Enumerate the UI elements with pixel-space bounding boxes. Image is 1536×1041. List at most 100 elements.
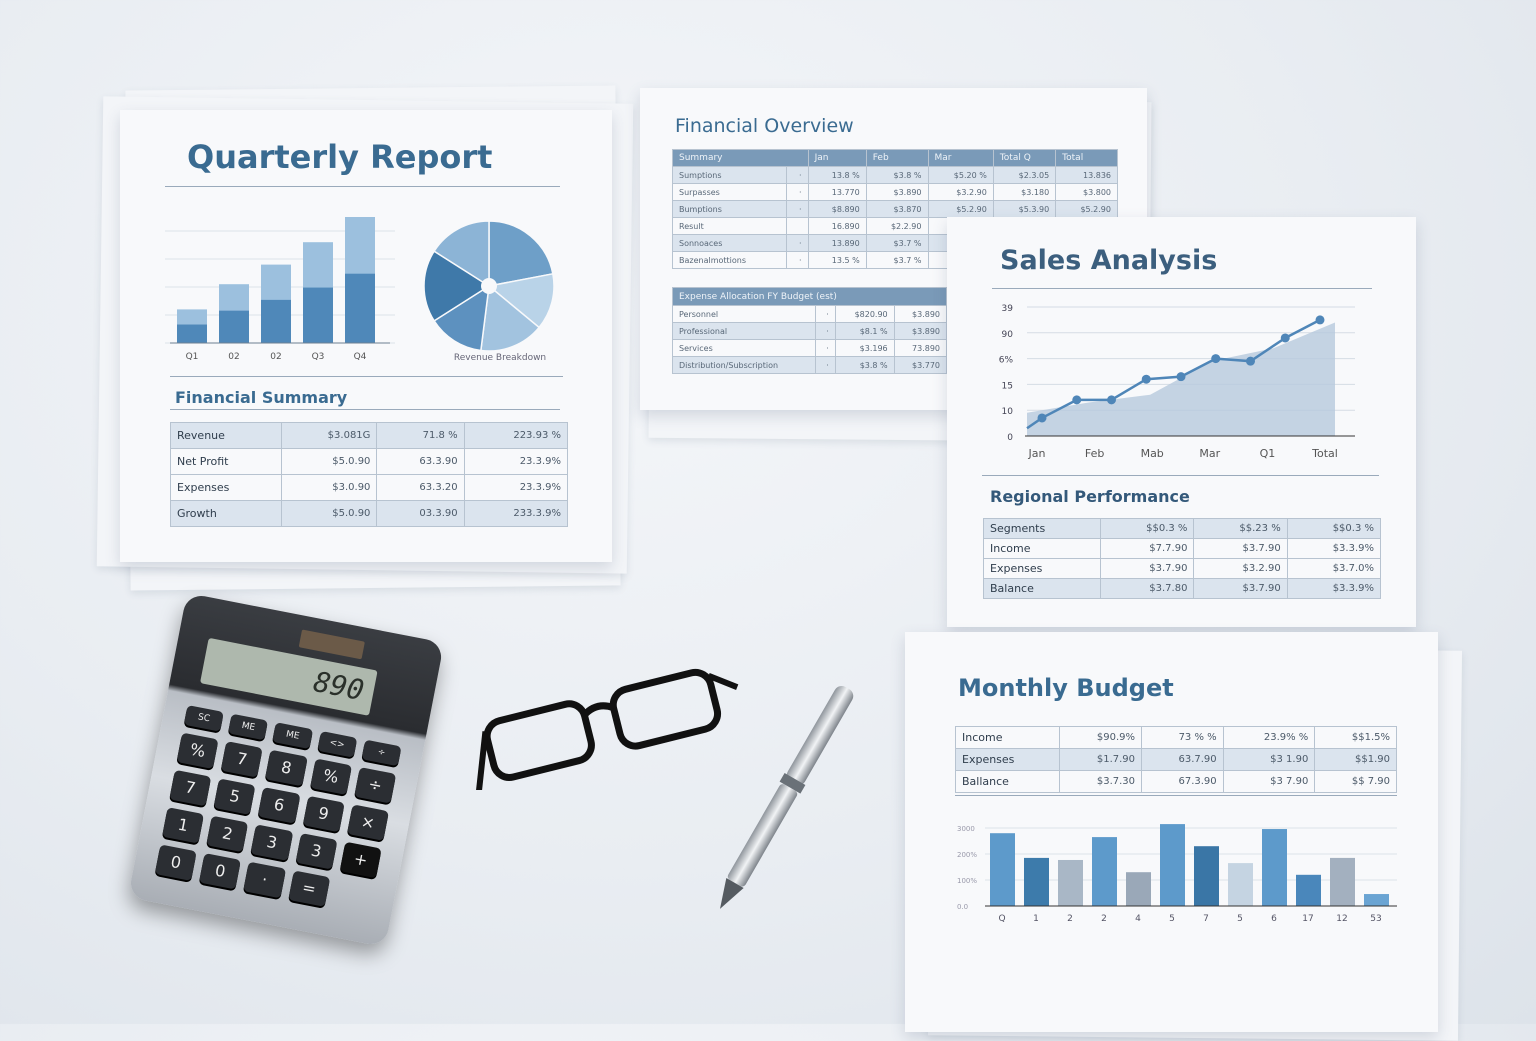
table-cell: $5.0.90 xyxy=(281,500,378,527)
table-cell: · xyxy=(815,339,836,357)
pie-slice xyxy=(487,272,555,329)
calculator-key[interactable]: 1 xyxy=(162,807,205,844)
table-cell: · xyxy=(815,356,836,374)
column-header: Total Q xyxy=(992,149,1057,167)
page-title: Quarterly Report xyxy=(187,138,493,176)
calculator-key[interactable]: 6 xyxy=(258,787,301,824)
table-cell: 23.9% % xyxy=(1222,726,1316,749)
y-tick-label: 100% xyxy=(957,877,977,885)
table-cell: $3.7.90 xyxy=(1193,538,1288,559)
column-header: Feb xyxy=(865,149,929,167)
table-row: Ballance $3.7.30 67.3.90 $3 7.90 $$ 7.90 xyxy=(954,770,1397,793)
table-cell: Distribution/Subscription xyxy=(671,356,817,374)
expense-table: Expense Allocation FY Budget (est) Person… xyxy=(671,287,948,374)
y-tick-label: 39 xyxy=(1002,304,1014,314)
quarterly-report-paper: Quarterly Report Q1 02 02 Q3 Q4 Revenue Brea… xyxy=(120,110,612,562)
table-cell: $3.7 % xyxy=(865,234,929,252)
table-cell: 13.836 xyxy=(1055,166,1118,184)
table-cell: Professional xyxy=(671,322,817,340)
x-tick-label: 4 xyxy=(1135,914,1141,924)
calculator-key[interactable]: 3 xyxy=(250,824,293,861)
calculator-key[interactable]: % xyxy=(176,732,219,770)
bar xyxy=(1262,829,1287,906)
table-cell: 73.890 xyxy=(893,339,948,357)
section-title: Regional Performance xyxy=(990,487,1190,506)
table-cell: $$0.3 % xyxy=(1286,518,1382,539)
table-cell: Income xyxy=(982,538,1102,559)
calculator-key[interactable]: 0 xyxy=(154,844,197,881)
table-cell: $3.2.90 xyxy=(1193,558,1288,579)
table-cell: 13.890 xyxy=(807,234,867,252)
x-tick-label: 53 xyxy=(1370,914,1381,924)
calculator-key[interactable]: ÷ xyxy=(353,767,397,804)
calculator-key[interactable]: × xyxy=(346,804,389,841)
table-cell: Bazenalmottions xyxy=(672,251,787,269)
table-row: Balance $3.7.80 $3.7.90 $3.3.9% xyxy=(982,578,1382,599)
x-tick-label: 5 xyxy=(1169,914,1175,924)
bar-segment xyxy=(177,324,207,343)
calculator-key[interactable]: + xyxy=(339,841,382,879)
data-point xyxy=(1176,372,1186,382)
table-cell: $3.0.90 xyxy=(281,474,378,501)
quarterly-bar-chart: Q1 02 02 Q3 Q4 xyxy=(165,217,395,362)
table-cell: $5.20 % xyxy=(927,166,994,184)
table-cell: $8.1 % xyxy=(834,322,895,340)
pie-slice xyxy=(480,284,541,352)
x-tick-label: 6 xyxy=(1271,914,1277,924)
table-cell: 23.3.9% xyxy=(463,448,569,475)
calculator-key[interactable]: 2 xyxy=(206,815,249,853)
calculator-key[interactable]: 8 xyxy=(265,749,308,787)
table-cell: 13.8 % xyxy=(807,166,867,184)
bar-segment xyxy=(261,299,291,343)
table-cell: Sonnoaces xyxy=(672,234,787,252)
data-point xyxy=(1280,333,1290,343)
table-cell: $$0.3 % xyxy=(1100,518,1195,539)
table-cell: · xyxy=(785,234,809,252)
table-cell: $3.890 xyxy=(893,322,948,340)
bar-segment xyxy=(219,310,249,343)
calculator: 890 SC ME ME <> ÷% 7 8% ÷ 7 5 6 9 × 1 2 3 3 +0 0 · = xyxy=(127,592,445,948)
table-cell: 223.93 % xyxy=(463,422,569,449)
bar xyxy=(1092,837,1117,906)
calculator-key[interactable]: % xyxy=(309,758,352,795)
y-tick-label: 0.0 xyxy=(957,903,968,911)
table-row: Personnel · $820.90 $3.890 xyxy=(671,305,948,323)
calculator-key[interactable]: ME xyxy=(228,713,269,741)
data-point xyxy=(1211,354,1221,364)
calculator-key[interactable]: 3 xyxy=(295,832,338,870)
data-point xyxy=(1315,315,1325,325)
table-cell: Expenses xyxy=(954,748,1061,771)
calculator-key[interactable]: <> xyxy=(316,730,358,758)
calculator-key[interactable]: 7 xyxy=(169,769,212,807)
table-cell: $3.8 % xyxy=(865,166,929,184)
y-tick-label: 3000 xyxy=(957,825,975,833)
calculator-key[interactable]: 5 xyxy=(213,778,256,815)
calculator-key[interactable]: ME xyxy=(272,722,313,750)
table-cell: · xyxy=(815,305,836,323)
table-row: Professional · $8.1 % $3.890 xyxy=(671,322,948,340)
table-cell: · xyxy=(785,166,809,184)
calculator-key[interactable]: ÷ xyxy=(361,739,402,767)
table-cell: 16.890 xyxy=(807,217,867,235)
calculator-key[interactable]: 9 xyxy=(302,795,345,833)
table-cell: $3.7.30 xyxy=(1059,770,1143,793)
calculator-key[interactable]: 0 xyxy=(199,853,242,890)
calculator-key[interactable]: 7 xyxy=(220,741,264,778)
bar xyxy=(1228,863,1253,906)
data-point xyxy=(1246,356,1255,366)
table-cell: 13.5 % xyxy=(807,251,867,269)
table-cell: Sumptions xyxy=(672,166,787,184)
table-cell: $2.3.05 xyxy=(992,166,1057,184)
table-cell: · xyxy=(785,200,809,218)
pie-slice xyxy=(433,284,490,352)
calculator-key[interactable]: = xyxy=(287,870,331,907)
table-cell: 63.7.90 xyxy=(1141,748,1224,771)
table-cell: Services xyxy=(671,339,817,357)
table-cell: $$1.90 xyxy=(1314,748,1397,771)
calculator-key[interactable]: SC xyxy=(183,705,225,732)
table-cell: 73 % % xyxy=(1141,726,1224,749)
x-tick-label: 17 xyxy=(1302,914,1313,924)
table-row: Revenue $3.081G 71.8 % 223.93 % xyxy=(169,422,569,449)
calculator-key[interactable]: · xyxy=(243,861,286,899)
x-tick-label: 12 xyxy=(1336,914,1347,924)
